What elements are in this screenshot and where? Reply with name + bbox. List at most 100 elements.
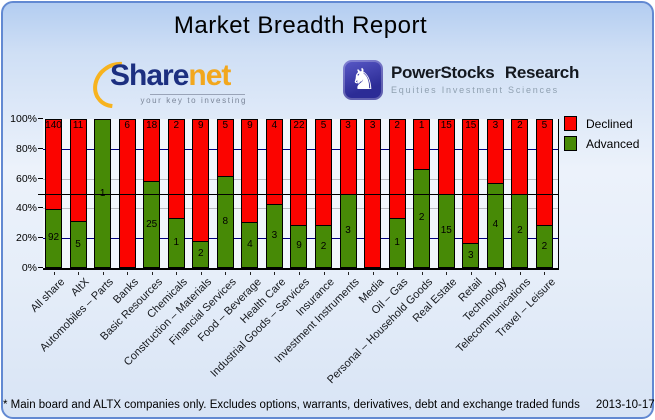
advanced-segment [216,176,234,268]
x-axis-label: Oil – Gas [369,276,411,317]
bar-Financial Services: 58 [216,119,234,275]
x-tick [102,272,104,275]
y-tick-60 [38,177,43,179]
x-axis-label: Basic Resources [98,276,166,343]
page-title: Market Breadth Report [173,12,428,39]
declined-segment [265,119,283,205]
x-axis-label: Real Estate [411,276,460,325]
x-tick [53,272,55,275]
declined-segment [315,119,333,226]
y-tick-0 [38,267,43,268]
x-tick [397,272,399,275]
advanced-segment [143,181,161,268]
declined-count-label: 3 [345,120,351,131]
x-axis-label: Media [356,276,387,306]
x-tick [176,272,178,275]
bar-Travel – Leisure: 52 [535,119,553,275]
x-tick [274,272,276,275]
x-tick [151,272,153,275]
x-tick [372,272,374,275]
x-axis-label: Technology [461,276,509,324]
advanced-segment [315,225,333,268]
x-tick [249,272,251,275]
legend-swatch [564,116,577,131]
declined-count-label: 18 [146,120,158,131]
y-tick-20 [38,237,43,239]
y-axis-label-60: 60% [15,172,37,185]
declined-segment [437,119,455,194]
sharenet-logo: Sharenet your key to investing [83,52,253,118]
y-axis-labels: 0% 20% 40% 60% 80% 100% [3,113,39,274]
declined-count-label: 4 [271,120,278,131]
midline-50 [38,193,558,195]
x-axis-labels: All share AltX Automobiles – Parts Banks Bas… [28,270,558,390]
bar-Retail: 15 3 [462,119,480,275]
x-tick [446,272,448,275]
declined-count-label: 5 [222,120,229,131]
y-axis-label-0: 0% [21,262,37,274]
declined-segment [216,119,234,177]
declined-count-label: 3 [492,120,499,131]
advanced-count-label: 9 [296,240,302,252]
advanced-segment [462,243,480,268]
declined-count-label: 15 [465,120,477,131]
x-tick [421,272,423,275]
x-tick [200,272,202,275]
advanced-count-label: 5 [75,238,81,250]
x-axis-label: Insurance [294,276,338,319]
declined-count-label: 3 [369,120,376,131]
sharenet-wordmark: Sharenet [110,59,231,93]
advanced-count-label: 4 [492,219,499,231]
x-tick [470,272,472,275]
legend-item-advanced: Advanced [564,136,639,151]
x-tick [348,272,350,275]
x-axis-label: Travel – Leisure [494,276,558,340]
chart-legend: Declined Advanced [564,116,639,156]
advanced-count-label: 3 [345,224,351,236]
x-axis-label: Food – Beverage [195,276,264,345]
y-axis-label-100: 100% [10,113,37,125]
x-tick [519,272,521,275]
x-axis-label: Banks [110,276,141,307]
declined-count-label: 15 [440,120,452,131]
advanced-segment [486,182,504,268]
advanced-count-label: 3 [271,230,278,242]
advanced-count-label: 1 [173,237,180,249]
bar-Health Care: 43 [265,119,283,275]
x-axis-label: Health Care [237,276,288,326]
advanced-segment [535,225,553,268]
y-tick-40 [38,207,43,209]
advanced-count-label: 1 [394,237,400,249]
declined-segment [192,119,210,241]
x-tick [323,272,325,275]
legend-item-declined: Declined [564,116,639,131]
bar-Investment Instruments: 33 [339,119,357,275]
bar-Basic Resources: 18 25 [143,119,161,275]
advanced-segment [290,224,308,268]
advanced-count-label: 2 [320,240,327,252]
advanced-count-label: 2 [541,240,548,252]
y-tick-80 [38,147,43,149]
bar-Oil – Gas: 21 [388,119,406,275]
x-axis-label: Personal – Household Goods [325,276,436,387]
declined-count-label: 22 [293,120,305,131]
declined-segment [511,119,529,194]
legend-label: Declined [586,116,633,131]
x-tick [495,272,497,275]
advanced-segment [388,218,406,268]
bars-container: 1409211516182521925894432295233321121515… [45,119,553,275]
sharenet-tagline: your key to investing [140,96,247,105]
declined-count-label: 9 [198,120,204,131]
advanced-segment [241,222,259,268]
declined-count-label: 5 [541,120,548,131]
advanced-count-label: 25 [146,218,158,230]
bar-Construction – Materials: 92 [192,119,210,275]
y-tick-100 [38,118,43,119]
declined-segment [413,119,431,169]
bar-All share: 140 92 [45,119,62,275]
declined-segment [290,119,308,225]
x-axis-label: Construction – Materials [121,276,215,369]
powerstocks-text: PowerStocks Research Equities Investment… [391,60,579,95]
